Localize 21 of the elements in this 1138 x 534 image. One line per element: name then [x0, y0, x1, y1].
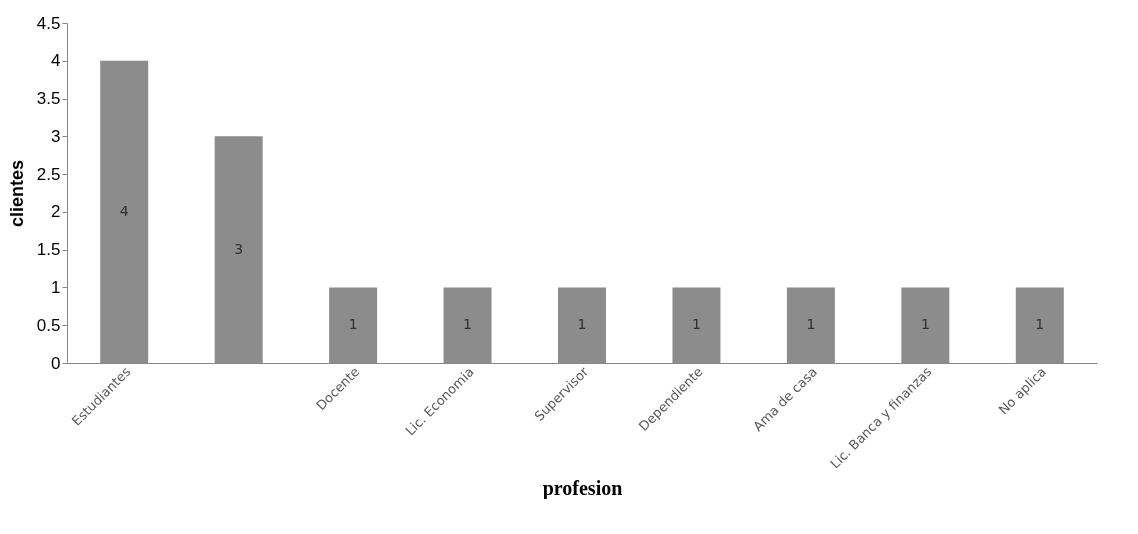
- y-tick-label: 0: [51, 353, 61, 373]
- data-label: 3: [234, 240, 244, 257]
- x-axis-title: profesion: [542, 477, 623, 501]
- data-label: 1: [577, 316, 587, 333]
- data-label: 1: [806, 316, 816, 333]
- data-label: 1: [348, 316, 358, 333]
- data-label: 1: [463, 316, 473, 333]
- data-label: 1: [920, 316, 930, 333]
- data-label: 1: [691, 316, 701, 333]
- y-tick-label: 1.5: [36, 240, 61, 260]
- data-label: 1: [1035, 316, 1045, 333]
- y-tick-label: 2: [51, 202, 61, 222]
- y-tick-label: 4.5: [36, 13, 61, 33]
- y-tick-label: 0.5: [36, 315, 61, 335]
- y-tick-label: 3.5: [36, 89, 61, 109]
- y-tick-label: 4: [51, 51, 61, 71]
- y-tick-label: 3: [51, 126, 61, 146]
- y-tick-label: 2.5: [36, 164, 61, 184]
- y-axis-title: clientes: [6, 159, 27, 228]
- data-label: 4: [119, 202, 129, 219]
- y-tick-label: 1: [51, 277, 61, 297]
